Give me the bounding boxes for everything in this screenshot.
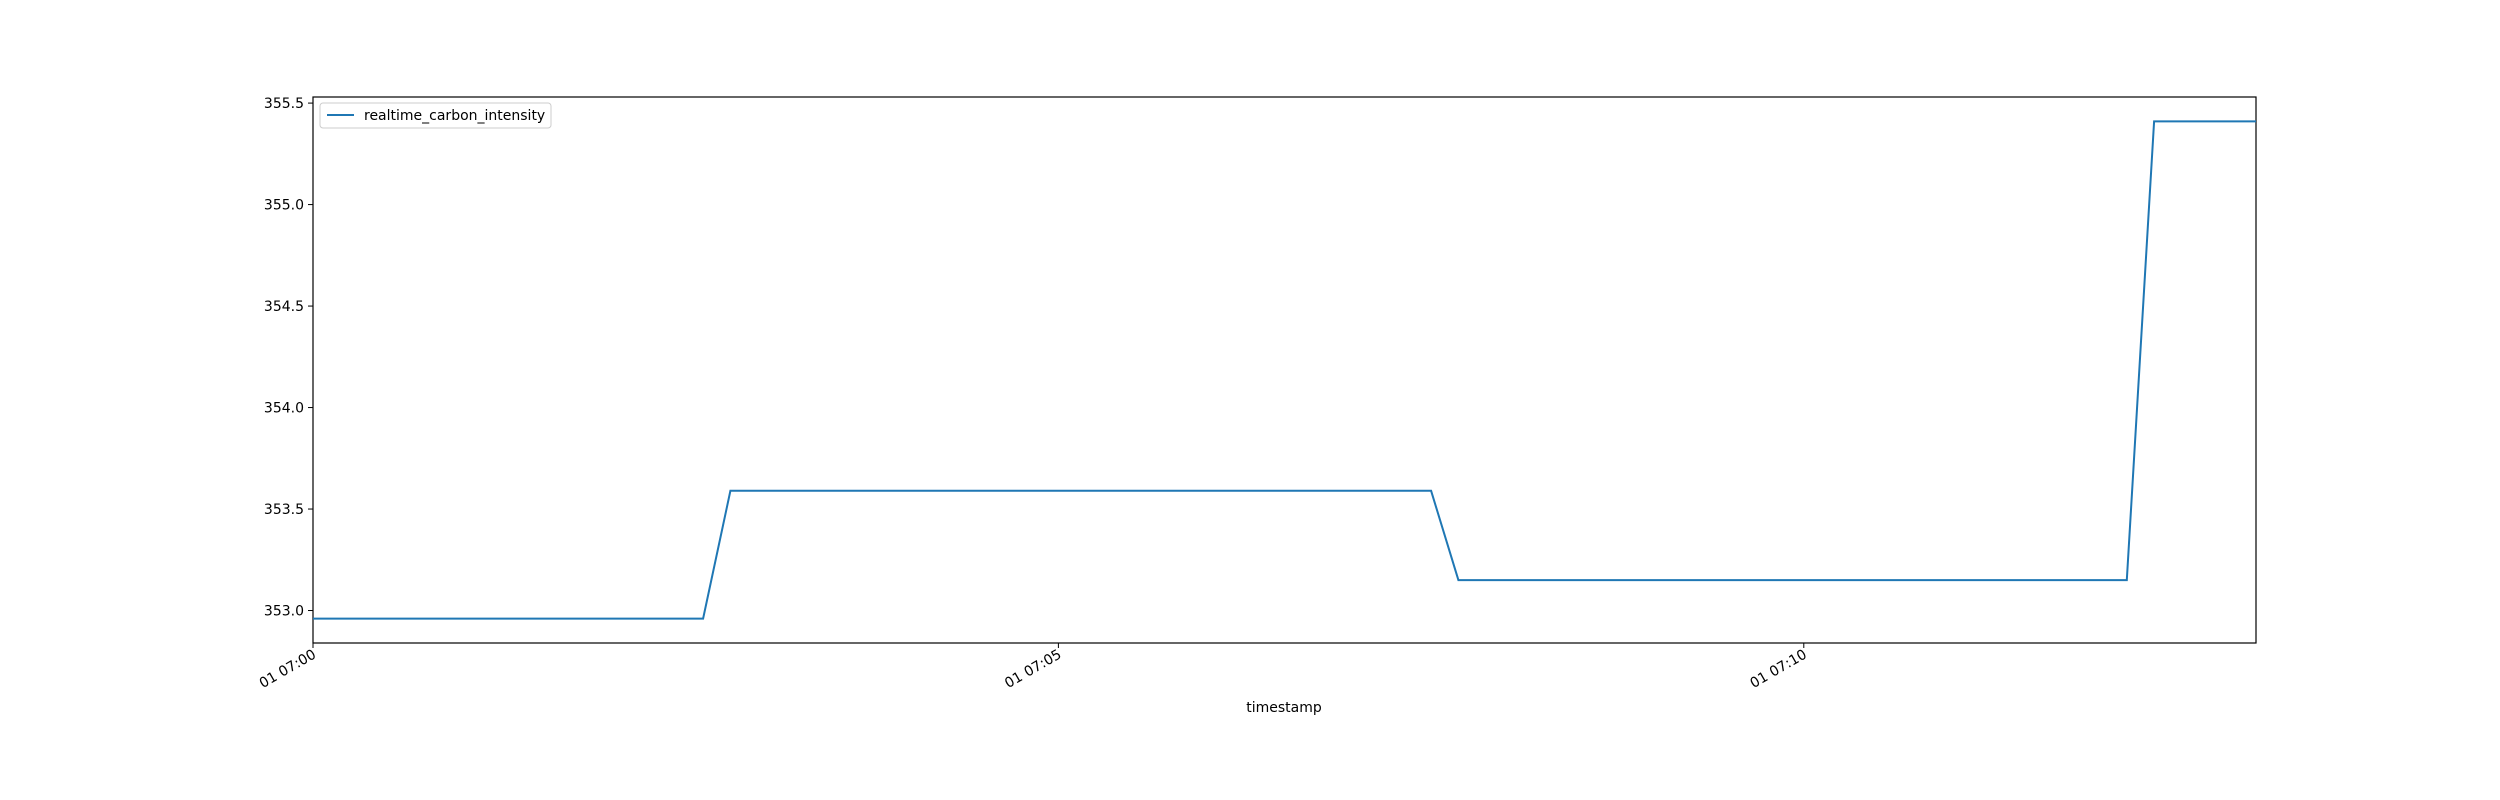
legend: realtime_carbon_intensity <box>319 102 552 129</box>
y-tick-label: 355.5 <box>264 96 304 112</box>
y-tick-label: 354.0 <box>264 401 304 417</box>
series-line-realtime-carbon-intensity <box>313 120 2256 620</box>
y-tick-label: 353.0 <box>264 604 304 620</box>
y-tick-label: 354.5 <box>264 299 304 315</box>
x-axis-title: timestamp <box>1246 700 1322 716</box>
plot-area <box>312 96 2257 644</box>
legend-box <box>319 102 552 129</box>
y-tick-label: 353.5 <box>264 502 304 518</box>
axes-frame <box>312 96 2257 644</box>
y-axis: 353.0 353.5 354.0 354.5 355.0 355.5 <box>264 96 313 620</box>
y-tick-label: 355.0 <box>264 198 304 214</box>
legend-label: realtime_carbon_intensity <box>364 108 545 124</box>
